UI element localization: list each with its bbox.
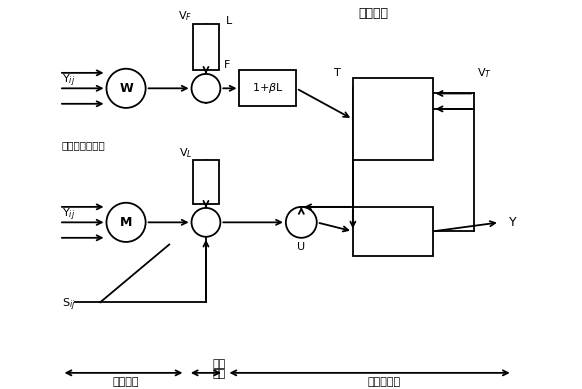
Circle shape <box>191 74 221 103</box>
Bar <box>239 70 296 106</box>
Text: S$_{ij}$: S$_{ij}$ <box>62 297 75 313</box>
Bar <box>353 207 433 256</box>
Text: V$_L$: V$_L$ <box>179 146 192 159</box>
Bar <box>193 161 219 204</box>
Text: T: T <box>334 68 341 78</box>
Circle shape <box>286 207 317 238</box>
Text: V$_F$: V$_F$ <box>178 9 193 23</box>
Bar <box>193 24 219 70</box>
Circle shape <box>107 203 146 242</box>
Text: Y$_{ij}$: Y$_{ij}$ <box>62 207 75 223</box>
Text: Y: Y <box>509 216 516 229</box>
Text: F: F <box>223 60 230 70</box>
Bar <box>353 78 433 161</box>
Circle shape <box>191 208 221 237</box>
Text: L: L <box>226 16 232 26</box>
Text: 连接: 连接 <box>212 359 225 369</box>
Text: 输入部分: 输入部分 <box>113 377 139 387</box>
Text: 1+$\beta$L: 1+$\beta$L <box>252 81 283 95</box>
Text: V$_T$: V$_T$ <box>477 66 492 80</box>
Text: W: W <box>119 82 133 95</box>
Text: 脉冲发生器: 脉冲发生器 <box>367 377 400 387</box>
Text: 阀值判断: 阀值判断 <box>359 7 388 20</box>
Text: U: U <box>297 242 306 252</box>
Text: 周围神经元影响: 周围神经元影响 <box>62 140 105 150</box>
Text: M: M <box>120 216 132 229</box>
Circle shape <box>107 69 146 108</box>
Text: Y$_{ij}$: Y$_{ij}$ <box>62 72 75 89</box>
Text: 输入: 输入 <box>212 369 225 379</box>
